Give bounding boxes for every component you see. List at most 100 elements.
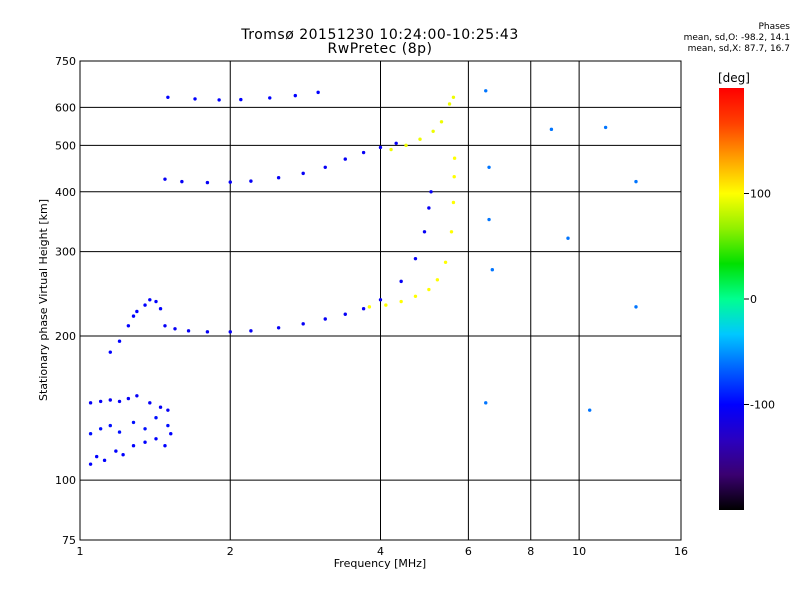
data-point (378, 298, 383, 302)
data-point (148, 401, 152, 405)
data-point (158, 307, 163, 311)
data-point (549, 127, 554, 132)
data-point (108, 423, 112, 428)
data-point (404, 143, 408, 148)
data-point (163, 324, 167, 328)
y-tick-label: 500 (55, 139, 76, 152)
data-point (126, 324, 131, 328)
data-point (429, 190, 433, 194)
data-point (88, 462, 93, 466)
data-point (323, 317, 327, 321)
x-tick-label: 8 (527, 545, 534, 558)
data-point (94, 454, 99, 459)
x-tick-label: 1 (77, 545, 84, 558)
colorbar-tick-label: 100 (750, 188, 771, 201)
x-tick-label: 6 (465, 545, 472, 558)
data-point (484, 401, 488, 405)
data-point (439, 120, 444, 124)
data-point (394, 141, 398, 145)
colorbar-ticks: 100 0 -100 (744, 188, 775, 412)
data-point (108, 398, 112, 402)
data-point (634, 179, 638, 184)
data-point (108, 350, 112, 354)
data-point (361, 307, 366, 311)
y-tick-label: 400 (55, 186, 76, 199)
data-point (413, 256, 418, 261)
y-tick-label: 300 (55, 246, 76, 259)
data-point (228, 330, 232, 334)
data-point (143, 440, 147, 444)
data-point (399, 299, 403, 304)
x-tick-label: 10 (572, 545, 586, 558)
data-point (143, 303, 147, 307)
colorbar-tick-label: 0 (750, 293, 757, 306)
data-point (268, 96, 272, 100)
data-point (114, 449, 118, 453)
data-point (435, 278, 440, 282)
data-point (418, 137, 422, 141)
y-tick-label: 100 (55, 474, 76, 487)
chart-title: Tromsø 20151230 10:24:00-10:25:43 (241, 27, 519, 43)
data-point (449, 230, 454, 234)
grid-layer (80, 61, 681, 540)
stats-o-mode: mean, sd,O: -98.2, 14.1 (683, 33, 790, 43)
data-point (117, 339, 122, 343)
data-point (413, 294, 418, 299)
data-point (487, 217, 491, 222)
data-point (205, 180, 210, 185)
data-point (301, 322, 305, 326)
data-point (427, 206, 431, 210)
data-point (443, 260, 448, 264)
data-point (169, 432, 173, 436)
data-point (154, 437, 158, 441)
chart-subtitle: RwPretec (8p) (327, 41, 433, 57)
data-point (384, 303, 388, 307)
data-point (158, 405, 163, 409)
data-point (452, 156, 457, 160)
data-points-layer (88, 89, 638, 466)
data-point (239, 97, 243, 102)
y-tick-label: 600 (55, 101, 76, 114)
data-point (361, 150, 366, 155)
data-point (316, 90, 320, 95)
data-point (135, 394, 139, 398)
data-point (154, 299, 158, 304)
data-point (193, 97, 197, 101)
axis-ticks-layer: 1 2 4 6 8 10 16 75 100 200 300 400 500 600 750 (55, 55, 688, 558)
data-point (293, 93, 298, 98)
y-tick-label: 200 (55, 330, 76, 343)
data-point (490, 268, 495, 272)
data-point (587, 408, 592, 412)
data-point (131, 314, 136, 318)
x-tick-label: 4 (377, 545, 384, 558)
data-point (173, 327, 177, 331)
data-point (121, 453, 125, 457)
data-point (447, 102, 452, 106)
data-point (427, 287, 431, 292)
data-point (276, 175, 281, 180)
y-axis-label: Stationary phase Virtual Height [km] (37, 199, 50, 401)
data-point (422, 230, 427, 234)
data-point (163, 177, 167, 181)
data-point (603, 125, 608, 130)
data-point (487, 165, 491, 169)
data-point (634, 305, 638, 309)
data-point (88, 432, 93, 436)
data-point (217, 98, 221, 102)
data-point (98, 427, 103, 431)
data-point (148, 298, 152, 302)
data-point (205, 330, 210, 334)
data-point (98, 399, 103, 404)
data-point (389, 147, 393, 152)
stats-x-mode: mean, sd,X: 87.7, 16.7 (687, 44, 790, 54)
data-point (102, 458, 107, 463)
data-point (186, 329, 191, 333)
data-point (117, 430, 122, 434)
x-axis-label: Frequency [MHz] (334, 557, 426, 570)
data-point (276, 326, 281, 330)
data-point (135, 309, 139, 314)
plot-frame (79, 60, 682, 541)
data-point (367, 305, 372, 309)
x-tick-label: 2 (227, 545, 234, 558)
